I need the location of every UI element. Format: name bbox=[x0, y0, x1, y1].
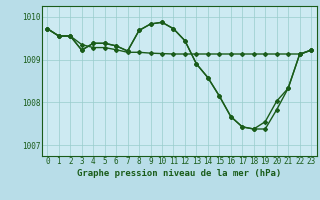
X-axis label: Graphe pression niveau de la mer (hPa): Graphe pression niveau de la mer (hPa) bbox=[77, 169, 281, 178]
